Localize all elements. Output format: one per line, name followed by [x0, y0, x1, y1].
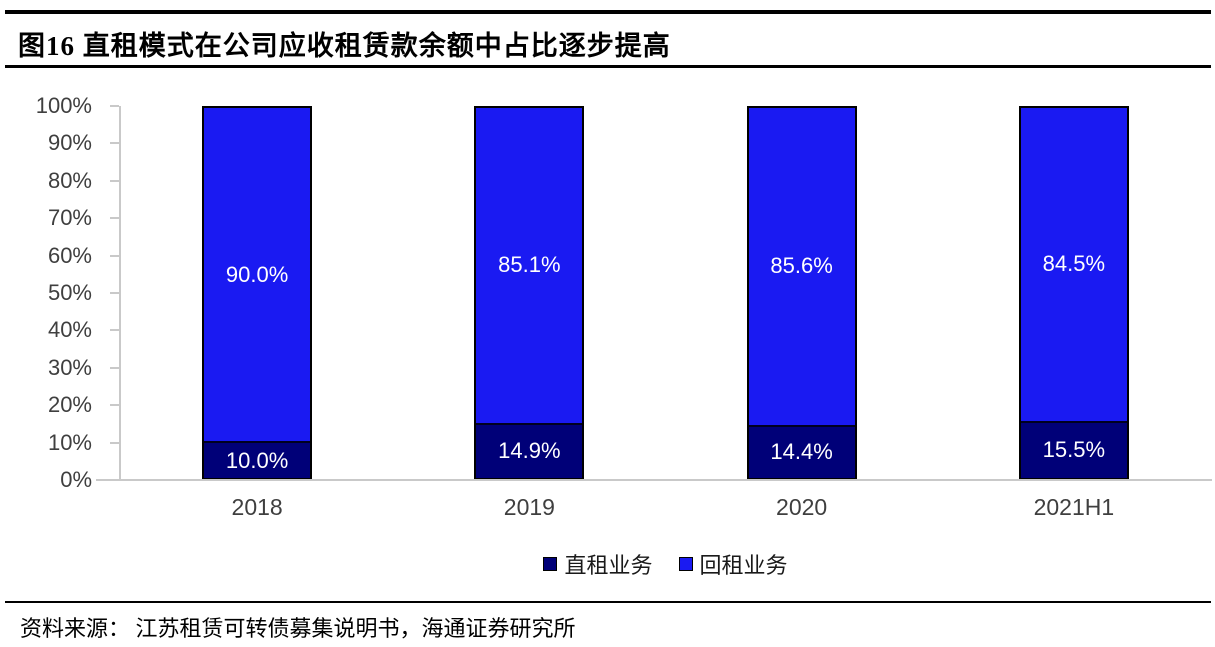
- bars-container: 90.0% 10.0% 85.1% 14.9% 85.6% 14.4% 84.5% 15.5%: [121, 106, 1210, 480]
- y-axis-label: 90%: [47, 130, 92, 156]
- x-axis-label-2021H1: 2021H1: [1033, 494, 1115, 520]
- bar-value-label: 84.5%: [1042, 251, 1106, 277]
- legend-item: 回租业务: [678, 548, 788, 580]
- y-axis-tick: [110, 366, 119, 369]
- bar-segment-direct-lease: 14.9%: [476, 422, 583, 478]
- bar-slot-2019: 85.1% 14.9%: [393, 106, 665, 480]
- legend-swatch-icon: [678, 557, 693, 571]
- bar-2021H1: 84.5% 15.5%: [1018, 106, 1129, 480]
- y-axis-label: 0%: [60, 467, 92, 492]
- legend-item: 直租业务: [543, 548, 653, 580]
- stacked-bar-chart: 90.0% 10.0% 85.1% 14.9% 85.6% 14.4% 84.5% 15.5%: [110, 105, 1210, 481]
- y-axis-tick: [110, 179, 119, 182]
- bar-segment-direct-lease: 15.5%: [1020, 420, 1127, 478]
- y-axis-label: 40%: [47, 317, 92, 343]
- y-axis-line: [119, 106, 121, 480]
- bar-slot-2020: 85.6% 14.4%: [666, 106, 938, 480]
- bar-segment-leaseback: 90.0%: [204, 108, 311, 441]
- y-axis-label: 70%: [47, 205, 92, 231]
- y-axis-tick: [110, 441, 119, 444]
- legend-label: 回租业务: [699, 553, 788, 578]
- y-axis-label: 60%: [47, 242, 92, 268]
- bar-segment-direct-lease: 14.4%: [748, 424, 855, 478]
- bar-segment-direct-lease: 10.0%: [204, 441, 311, 478]
- bar-value-label: 85.6%: [770, 253, 833, 279]
- y-axis-tick: [110, 217, 119, 220]
- y-axis-tick: [110, 254, 119, 257]
- y-axis-label: 10%: [47, 429, 92, 455]
- bar-segment-leaseback: 85.1%: [476, 108, 583, 423]
- x-axis-labels: 2018 2019 2020 2021H1: [121, 494, 1210, 521]
- top-divider: [5, 10, 1211, 14]
- bar-value-label: 14.4%: [770, 439, 833, 465]
- x-axis-label-2018: 2018: [231, 494, 283, 520]
- y-axis-tick: [110, 292, 119, 294]
- bar-slot-2018: 90.0% 10.0%: [121, 106, 393, 480]
- bar-value-label: 90.0%: [225, 261, 289, 287]
- y-axis-tick: [110, 105, 119, 107]
- y-axis-tick: [110, 142, 119, 145]
- x-axis-label-2019: 2019: [503, 494, 555, 520]
- bar-value-label: 10.0%: [225, 447, 289, 473]
- legend-label: 直租业务: [564, 553, 653, 578]
- bar-2018: 90.0% 10.0%: [202, 106, 313, 480]
- source-note: 资料来源： 江苏租赁可转债募集说明书，海通证券研究所: [20, 616, 576, 641]
- y-axis-label: 20%: [47, 392, 92, 418]
- y-axis-tick: [110, 404, 119, 407]
- bar-value-label: 15.5%: [1042, 437, 1106, 463]
- bar-segment-leaseback: 85.6%: [748, 108, 855, 425]
- chart-legend: 直租业务 回租业务: [121, 548, 1210, 580]
- bar-slot-2021H1: 84.5% 15.5%: [938, 106, 1210, 480]
- y-axis-label: 50%: [47, 280, 92, 305]
- bar-value-label: 85.1%: [498, 252, 561, 278]
- bar-segment-leaseback: 84.5%: [1020, 108, 1127, 421]
- legend-swatch-icon: [543, 557, 558, 571]
- bar-value-label: 14.9%: [498, 438, 561, 464]
- y-axis-label: 80%: [47, 167, 92, 193]
- bottom-divider: [5, 601, 1211, 603]
- figure-title: 图16 直租模式在公司应收租赁款余额中占比逐步提高: [18, 31, 671, 61]
- y-axis-tick: [110, 329, 119, 332]
- y-axis-labels: 100% 90% 80% 70% 60% 50% 40% 30% 20% 10% 0%: [0, 0, 106, 647]
- bar-2019: 85.1% 14.9%: [474, 106, 585, 480]
- x-axis-label-2020: 2020: [776, 494, 828, 520]
- y-axis-label: 30%: [47, 354, 92, 380]
- bar-2020: 85.6% 14.4%: [746, 106, 857, 480]
- x-axis-line: [96, 479, 1212, 481]
- title-divider: [5, 65, 1211, 68]
- y-axis-label: 100%: [35, 93, 92, 118]
